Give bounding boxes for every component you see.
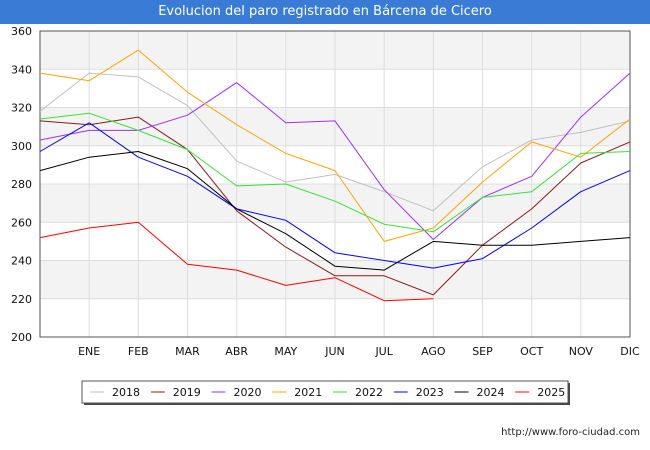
y-tick-label: 300 [11, 140, 32, 153]
x-tick-label: ABR [225, 345, 248, 358]
y-tick-label: 280 [11, 178, 32, 191]
x-tick-label: FEB [128, 345, 149, 358]
legend-label-2020: 2020 [234, 386, 262, 399]
y-tick-label: 340 [11, 63, 32, 76]
y-tick-label: 220 [11, 293, 32, 306]
series-line-2019 [39, 116, 631, 296]
x-tick-label: OCT [520, 345, 543, 358]
chart-title: Evolucion del paro registrado en Bárcena… [0, 0, 650, 24]
x-tick-label: MAY [274, 345, 297, 358]
plot-border [39, 30, 631, 338]
x-tick-label: DIC [620, 345, 640, 358]
series-line-2024 [39, 151, 631, 271]
footer-url[interactable]: http://www.foro-ciudad.com [501, 427, 640, 438]
x-tick-label: JUL [374, 345, 393, 358]
legend-label-2021: 2021 [294, 386, 322, 399]
y-tick-label: 320 [11, 102, 32, 115]
x-tick-label: AGO [421, 345, 446, 358]
x-tick-label: MAR [175, 345, 200, 358]
legend-label-2019: 2019 [173, 386, 201, 399]
y-tick-label: 360 [11, 25, 32, 38]
legend-label-2018: 2018 [112, 386, 140, 399]
x-tick-label: NOV [569, 345, 594, 358]
series-line-2025 [39, 221, 434, 302]
x-tick-label: SEP [472, 345, 493, 358]
series-line-2023 [39, 122, 631, 269]
series-line-2022 [39, 112, 631, 233]
x-tick-label: ENE [78, 345, 100, 358]
series-line-2018 [39, 72, 631, 212]
y-tick-label: 200 [11, 331, 32, 344]
y-tick-label: 260 [11, 216, 32, 229]
legend-box [81, 380, 569, 404]
legend-label-2024: 2024 [477, 386, 505, 399]
legend-label-2023: 2023 [416, 386, 444, 399]
y-tick-label: 240 [11, 255, 32, 268]
series-line-2021 [39, 49, 631, 242]
legend-label-2022: 2022 [355, 386, 383, 399]
x-tick-label: JUN [324, 345, 345, 358]
legend-label-2025: 2025 [537, 386, 565, 399]
